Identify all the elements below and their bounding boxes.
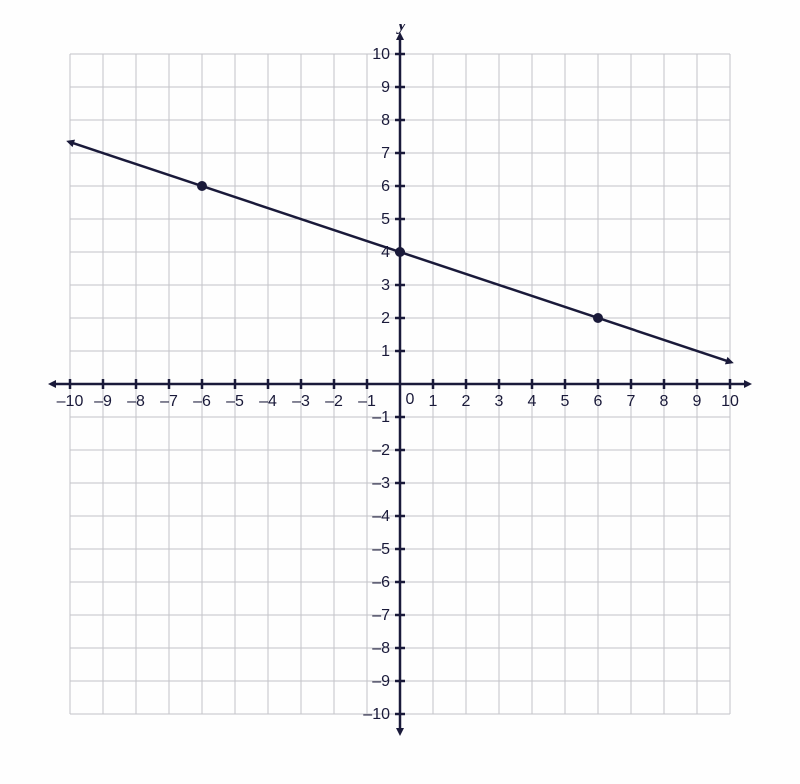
x-tick-label: –9 (94, 393, 112, 410)
x-tick-label: 7 (627, 393, 636, 410)
x-tick-label: 8 (660, 393, 669, 410)
x-tick-label: –10 (57, 393, 84, 410)
y-tick-label: –5 (372, 541, 390, 558)
y-tick-label: –9 (372, 673, 390, 690)
x-tick-label: 9 (693, 393, 702, 410)
plotted-point (197, 181, 207, 191)
y-tick-label: 3 (381, 277, 390, 294)
y-tick-label: 8 (381, 112, 390, 129)
x-tick-label: –7 (160, 393, 178, 410)
y-tick-label: 2 (381, 310, 390, 327)
x-tick-label: 3 (495, 393, 504, 410)
y-tick-label: –6 (372, 574, 390, 591)
x-tick-label: –5 (226, 393, 244, 410)
y-tick-label: 7 (381, 145, 390, 162)
y-tick-label: 6 (381, 178, 390, 195)
y-axis-label: y (396, 24, 407, 34)
x-tick-label: –3 (292, 393, 310, 410)
x-tick-label: –4 (259, 393, 277, 410)
x-tick-label: 2 (462, 393, 471, 410)
y-tick-label: –10 (363, 706, 390, 723)
x-tick-label: –2 (325, 393, 343, 410)
y-tick-label: –3 (372, 475, 390, 492)
y-tick-label: –8 (372, 640, 390, 657)
y-tick-label: –4 (372, 508, 390, 525)
y-tick-label: 5 (381, 211, 390, 228)
y-tick-label: 9 (381, 79, 390, 96)
y-tick-label: 1 (381, 343, 390, 360)
x-tick-label: 10 (721, 393, 739, 410)
y-tick-label: 10 (372, 46, 390, 63)
plotted-point (395, 247, 405, 257)
y-tick-label: –7 (372, 607, 390, 624)
x-tick-label: –6 (193, 393, 211, 410)
chart-container: –10–9–8–7–6–5–4–3–2–1012345678910–10–9–8… (0, 0, 800, 784)
y-tick-label: –1 (372, 409, 390, 426)
y-tick-label: –2 (372, 442, 390, 459)
x-tick-label: –8 (127, 393, 145, 410)
x-tick-label: –1 (358, 393, 376, 410)
coordinate-plane: –10–9–8–7–6–5–4–3–2–1012345678910–10–9–8… (40, 24, 760, 744)
x-tick-label: 4 (528, 393, 537, 410)
x-tick-label: 0 (406, 391, 415, 408)
x-tick-label: 6 (594, 393, 603, 410)
x-tick-label: 5 (561, 393, 570, 410)
plotted-point (593, 313, 603, 323)
x-tick-label: 1 (429, 393, 438, 410)
